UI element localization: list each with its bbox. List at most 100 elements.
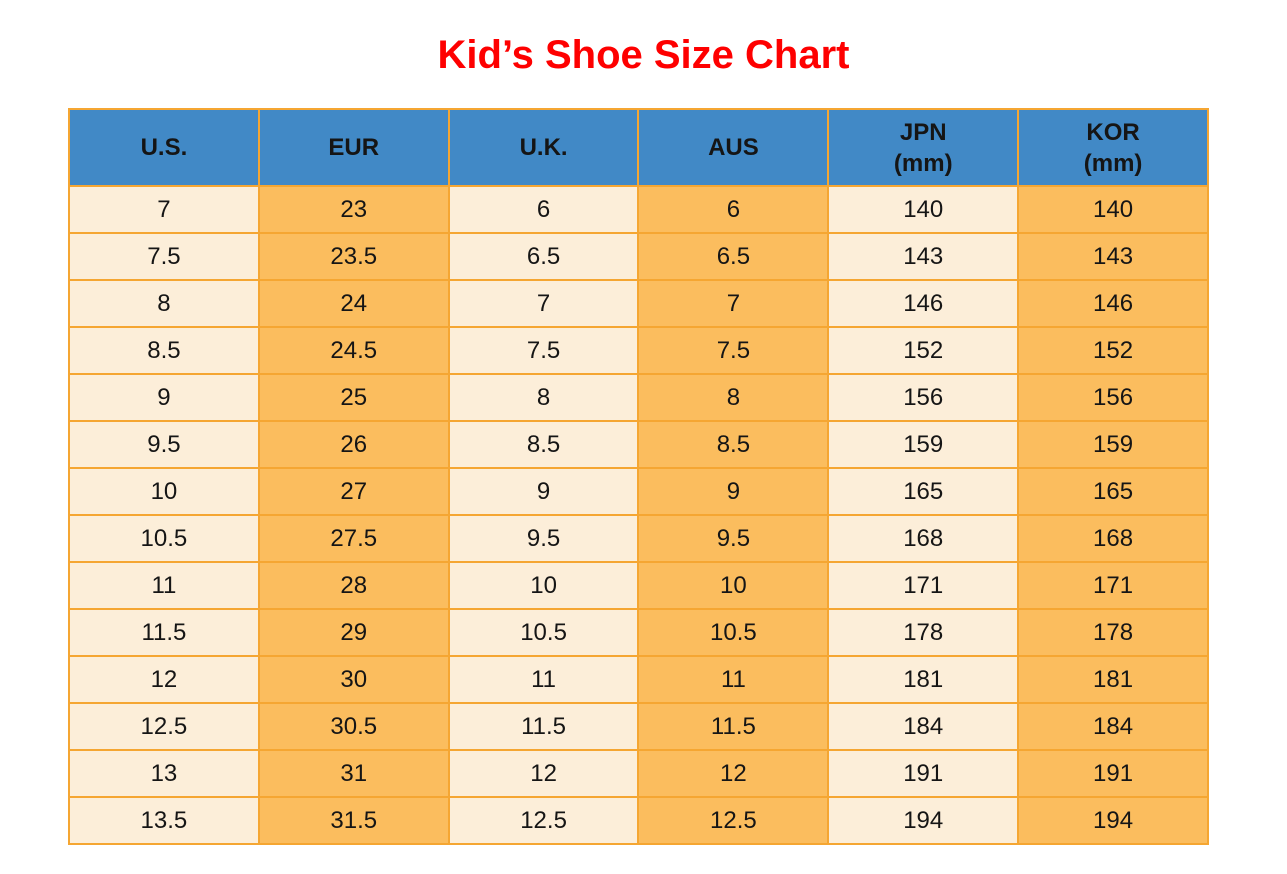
table-cell: 7.5 [637, 326, 830, 375]
column-header-line: JPN [899, 118, 947, 146]
table-cell: 140 [1017, 185, 1209, 234]
table-row: 11.5 29 10.5 10.5 178 178 [68, 608, 1209, 657]
table-cell: 8.5 [637, 420, 830, 469]
table-cell: 146 [1017, 279, 1209, 328]
table-cell: 24 [257, 279, 450, 328]
table-cell: 159 [1017, 420, 1209, 469]
table-cell: 152 [827, 326, 1020, 375]
table-cell: 9.5 [637, 514, 830, 563]
header-row: U.S. EUR U.K. AUS JPN (mm) KOR (mm) [68, 108, 1209, 187]
table-row: 8 24 7 7 146 146 [68, 279, 1209, 328]
table-cell: 191 [827, 749, 1020, 798]
column-header-line: KOR [1086, 118, 1140, 146]
table-cell: 178 [827, 608, 1020, 657]
table-row: 7 23 6 6 140 140 [68, 185, 1209, 234]
table-cell: 8 [447, 373, 640, 422]
table-cell: 10 [447, 561, 640, 610]
table-cell: 191 [1017, 749, 1209, 798]
table-row: 13 31 12 12 191 191 [68, 749, 1209, 798]
table-cell: 152 [1017, 326, 1209, 375]
table-cell: 178 [1017, 608, 1209, 657]
table-cell: 26 [257, 420, 450, 469]
table-cell: 29 [257, 608, 450, 657]
table-cell: 168 [1017, 514, 1209, 563]
table-cell: 165 [827, 467, 1020, 516]
column-header-eur: EUR [257, 108, 450, 187]
table-cell: 11.5 [68, 608, 260, 657]
table-header: U.S. EUR U.K. AUS JPN (mm) KOR (mm) [68, 108, 1209, 187]
table-cell: 27 [257, 467, 450, 516]
column-header-line: (mm) [893, 149, 953, 177]
table-cell: 194 [1017, 796, 1209, 845]
table-cell: 30 [257, 655, 450, 704]
table-cell: 181 [827, 655, 1020, 704]
column-header-line: AUS [708, 134, 759, 161]
table-cell: 25 [257, 373, 450, 422]
column-header-jpn: JPN (mm) [827, 108, 1020, 187]
table-body: 7 23 6 6 140 140 7.5 23.5 6.5 6.5 143 143 8 24 7 7 146 14… [68, 185, 1209, 845]
table-cell: 11 [637, 655, 830, 704]
table-cell: 10.5 [637, 608, 830, 657]
page-title: Kid’s Shoe Size Chart [437, 33, 850, 77]
table-cell: 168 [827, 514, 1020, 563]
table-cell: 7 [637, 279, 830, 328]
table-cell: 8.5 [447, 420, 640, 469]
table-cell: 13 [68, 749, 260, 798]
table-cell: 24.5 [257, 326, 450, 375]
table-cell: 6.5 [447, 232, 640, 281]
table-cell: 10.5 [68, 514, 260, 563]
table-cell: 13.5 [68, 796, 260, 845]
table-cell: 11 [68, 561, 260, 610]
column-header-line: EUR [328, 134, 380, 161]
table-cell: 7.5 [68, 232, 260, 281]
table-row: 10.5 27.5 9.5 9.5 168 168 [68, 514, 1209, 563]
table-cell: 171 [1017, 561, 1209, 610]
table-row: 13.5 31.5 12.5 12.5 194 194 [68, 796, 1209, 845]
table-cell: 10 [68, 467, 260, 516]
table-cell: 12.5 [68, 702, 260, 751]
table-row: 12 30 11 11 181 181 [68, 655, 1209, 704]
table-cell: 159 [827, 420, 1020, 469]
table-cell: 143 [1017, 232, 1209, 281]
table-cell: 12 [637, 749, 830, 798]
table-cell: 9 [637, 467, 830, 516]
table-cell: 8 [68, 279, 260, 328]
table-row: 9 25 8 8 156 156 [68, 373, 1209, 422]
table-cell: 31 [257, 749, 450, 798]
table-row: 9.5 26 8.5 8.5 159 159 [68, 420, 1209, 469]
table-row: 7.5 23.5 6.5 6.5 143 143 [68, 232, 1209, 281]
table-cell: 140 [827, 185, 1020, 234]
table-cell: 12 [68, 655, 260, 704]
table-cell: 184 [827, 702, 1020, 751]
table-cell: 7 [447, 279, 640, 328]
table-cell: 11 [447, 655, 640, 704]
column-header-line: (mm) [1083, 149, 1143, 177]
table-cell: 146 [827, 279, 1020, 328]
table-cell: 7.5 [447, 326, 640, 375]
table-cell: 6 [637, 185, 830, 234]
column-header-line: U.K. [519, 134, 568, 161]
column-header-kor: KOR (mm) [1017, 108, 1209, 187]
table-cell: 10.5 [447, 608, 640, 657]
column-header-uk: U.K. [447, 108, 640, 187]
table-cell: 6.5 [637, 232, 830, 281]
table-cell: 184 [1017, 702, 1209, 751]
table-cell: 8 [637, 373, 830, 422]
table-cell: 156 [1017, 373, 1209, 422]
table-cell: 8.5 [68, 326, 260, 375]
table-cell: 23 [257, 185, 450, 234]
table-cell: 143 [827, 232, 1020, 281]
table-row: 12.5 30.5 11.5 11.5 184 184 [68, 702, 1209, 751]
table-row: 11 28 10 10 171 171 [68, 561, 1209, 610]
column-header-aus: AUS [637, 108, 830, 187]
table-cell: 9.5 [68, 420, 260, 469]
table-cell: 165 [1017, 467, 1209, 516]
table-cell: 171 [827, 561, 1020, 610]
table-cell: 11.5 [447, 702, 640, 751]
table-cell: 194 [827, 796, 1020, 845]
table-cell: 12.5 [637, 796, 830, 845]
table-cell: 28 [257, 561, 450, 610]
table-cell: 7 [68, 185, 260, 234]
column-header-line: U.S. [140, 134, 188, 161]
